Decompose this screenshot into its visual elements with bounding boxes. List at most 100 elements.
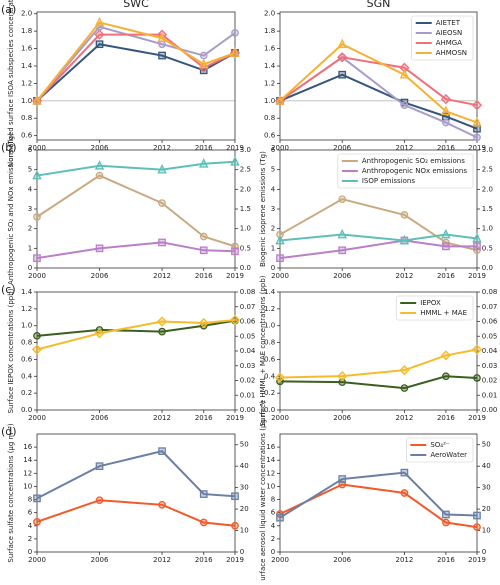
marker: [274, 372, 286, 383]
y-tick-label: 1.0: [21, 322, 32, 330]
plot-frame: [36, 291, 236, 411]
plot-frame: [36, 11, 236, 141]
y2-tick-label: 1.5: [482, 205, 493, 213]
series-line: [279, 375, 478, 390]
marker: [337, 38, 347, 49]
marker: [473, 133, 481, 142]
marker: [442, 372, 450, 381]
series-line: [36, 174, 236, 248]
y2-tick-label: 0.0: [240, 264, 251, 272]
y2-tick-label: 2.5: [482, 166, 493, 174]
y2-tick-label: 0.03: [482, 362, 498, 370]
x-tick-label: 2006: [333, 556, 351, 564]
marker: [158, 51, 166, 60]
legend-label: AIEOSN: [436, 29, 462, 37]
y-tick-label: 10: [23, 482, 32, 490]
x-tick-label: 2019: [226, 272, 244, 280]
series-line: [36, 319, 236, 351]
marker: [199, 246, 208, 255]
y-tick-label: 0.6: [21, 355, 33, 363]
legend-label: AHMOSN: [436, 49, 467, 57]
y-tick-label: 0.8: [264, 339, 275, 347]
y2-tick-label: 1.5: [240, 205, 251, 213]
x-tick-label: 2000: [271, 144, 289, 152]
x-tick-label: 2000: [28, 272, 46, 280]
y-axis-label: Surface IEPOX concentrations (ppb): [7, 288, 15, 413]
y2-tick-label: 2.5: [240, 166, 251, 174]
y-tick-label: 0.2: [264, 389, 275, 397]
marker: [198, 158, 209, 168]
y-tick-label: 1.2: [264, 305, 275, 313]
marker: [337, 52, 348, 63]
x-tick-label: 2012: [396, 272, 414, 280]
marker: [441, 228, 451, 239]
marker: [338, 246, 347, 255]
legend-label: HMML + MAE: [420, 309, 467, 317]
y2-tick-label: 2.0: [240, 185, 251, 193]
y2-tick-label: 50: [240, 441, 249, 449]
y-tick-label: 1.6: [21, 45, 33, 53]
y2-tick-label: 1.0: [482, 225, 493, 233]
series-line: [36, 450, 236, 500]
series-line: [279, 471, 478, 519]
series-line: [279, 233, 478, 242]
y-tick-label: 1.2: [21, 305, 32, 313]
y2-tick-label: 0: [482, 548, 486, 556]
y2-tick-label: 0: [240, 548, 244, 556]
y2-tick-label: 30: [240, 484, 249, 492]
y2-tick-label: 0.02: [240, 377, 256, 385]
x-tick-label: 2012: [396, 414, 414, 422]
y-tick-label: 4: [271, 185, 276, 193]
marker: [156, 316, 168, 327]
marker: [95, 244, 104, 253]
series-line: [279, 43, 478, 124]
y2-tick-label: 3.0: [482, 146, 493, 154]
y-tick-label: 2.0: [21, 10, 32, 18]
marker: [399, 365, 410, 376]
y2-tick-label: 40: [240, 462, 249, 470]
marker: [473, 124, 481, 133]
y2-tick-label: 0.05: [482, 332, 498, 340]
marker: [157, 164, 167, 174]
y2-tick-label: 30: [482, 484, 491, 492]
y-tick-label: 4: [28, 522, 33, 530]
y2-tick-label: 3.0: [240, 146, 251, 154]
x-tick-label: 2016: [437, 272, 455, 280]
y-tick-label: 5: [28, 166, 32, 174]
series-line: [279, 483, 478, 529]
y2-tick-label: 0.0: [482, 264, 493, 272]
x-tick-label: 2016: [195, 414, 213, 422]
y-tick-label: 4: [28, 185, 33, 193]
marker: [199, 232, 208, 241]
series-line: [36, 25, 236, 102]
marker: [400, 384, 409, 392]
y-tick-label: 14: [266, 456, 275, 464]
x-tick-label: 2019: [226, 144, 244, 152]
y2-tick-label: 1.0: [240, 225, 251, 233]
y2-tick-label: 20: [240, 505, 249, 513]
y2-tick-label: 10: [240, 527, 249, 535]
y2-tick-label: 2.0: [482, 185, 493, 193]
y-tick-label: 6: [271, 146, 276, 154]
y2-tick-label: 0.01: [482, 391, 498, 399]
y-tick-label: 0.6: [264, 132, 276, 140]
y2-tick-label: 20: [482, 505, 491, 513]
marker: [231, 247, 239, 256]
marker: [31, 344, 43, 355]
marker: [473, 511, 481, 520]
x-tick-label: 2012: [396, 556, 414, 564]
marker: [95, 171, 104, 180]
marker: [442, 510, 450, 519]
marker: [275, 234, 285, 245]
x-tick-label: 2012: [396, 144, 414, 152]
y-tick-label: 12: [266, 469, 275, 477]
y-tick-label: 14: [23, 456, 32, 464]
marker: [199, 51, 208, 60]
series-line: [36, 21, 236, 102]
y-tick-label: 0: [28, 264, 32, 272]
legend: SO₄²⁻ AeroWater: [406, 437, 474, 463]
x-tick-label: 2000: [28, 414, 46, 422]
y-tick-label: 4: [271, 522, 276, 530]
marker: [94, 160, 105, 170]
